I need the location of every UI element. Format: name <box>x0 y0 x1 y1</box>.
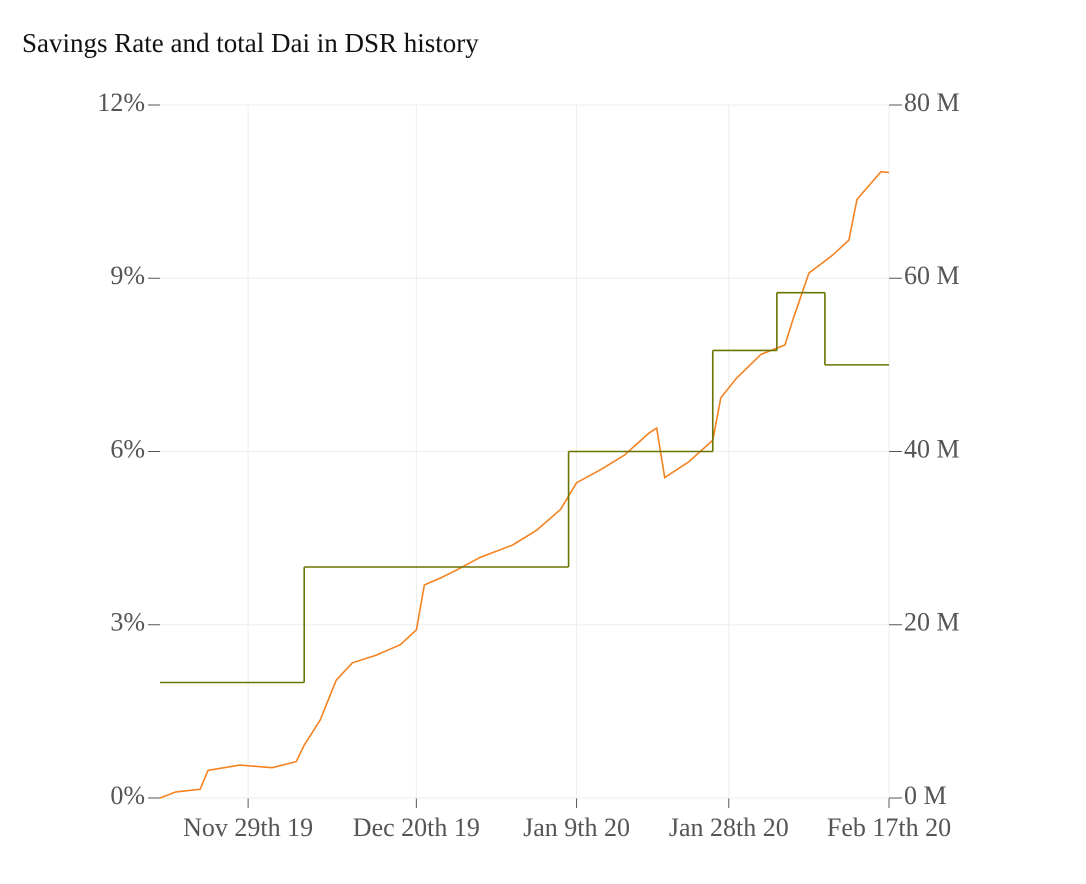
x-tick-label: Jan 28th 20 <box>669 813 789 842</box>
y-tick-label: 6% <box>110 434 145 463</box>
x-tick-label: Nov 29th 19 <box>183 813 313 842</box>
y-tick-label: 9% <box>110 261 145 290</box>
y-tick-label: 12% <box>97 88 145 117</box>
y2-tick-label: 60 M <box>904 261 960 290</box>
y2-tick-label: 20 M <box>904 608 960 637</box>
chart-title: Savings Rate and total Dai in DSR histor… <box>22 28 479 58</box>
x-tick-label: Jan 9th 20 <box>523 813 630 842</box>
x-tick-label: Dec 20th 19 <box>353 813 480 842</box>
y-tick-label: 0% <box>110 781 145 810</box>
y-tick-label: 3% <box>110 608 145 637</box>
y2-tick-label: 0 M <box>904 781 947 810</box>
x-tick-label: Feb 17th 20 <box>827 813 951 842</box>
y2-tick-label: 80 M <box>904 88 960 117</box>
dai-line <box>159 170 890 799</box>
y2-tick-label: 40 M <box>904 434 960 463</box>
